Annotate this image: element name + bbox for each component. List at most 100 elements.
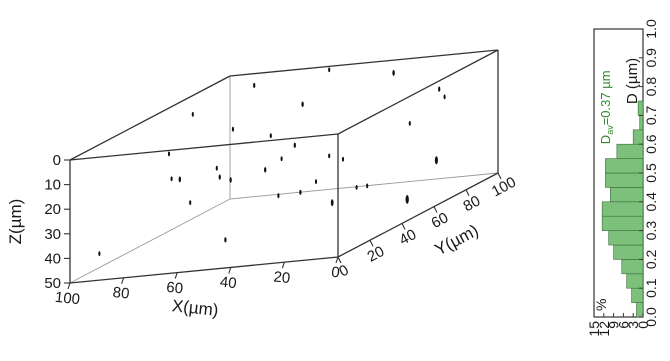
- box-edge-top-back-y: [69, 75, 231, 161]
- y-axis-tick: [401, 223, 406, 230]
- scatter-3d-box: [69, 49, 499, 284]
- histogram-panel: 0.0 0.1 0.2 0.3 0.4 0.5 0.6 0.7 0.8 0.9 1.0 D (µm) 1…: [586, 19, 659, 337]
- x-axis-tick: [67, 282, 71, 290]
- y-axis-tick-label: 80: [461, 192, 484, 215]
- particle-point: [392, 69, 395, 76]
- y-axis-tick-label: 20: [365, 243, 388, 266]
- avg-subscript: av: [605, 125, 615, 135]
- pct-axis-tick-label: 9: [606, 321, 622, 329]
- pct-axis-tick-label: 6: [615, 321, 631, 329]
- histogram-bar: [605, 172, 644, 188]
- z-axis-title: Z(µm): [6, 199, 25, 245]
- particle-point: [366, 183, 369, 189]
- z-axis-tick-label: 40: [44, 250, 61, 267]
- particle-point: [434, 156, 438, 165]
- pct-axis-tick-label: 3: [625, 321, 641, 329]
- particle-point: [301, 101, 304, 108]
- pct-axis-tick-label: 15: [586, 321, 602, 337]
- particle-point: [299, 189, 302, 195]
- d-axis-tick-label: 1.0: [643, 19, 659, 39]
- particle-point: [355, 184, 358, 190]
- scatter-points: [98, 67, 446, 257]
- histogram-bar: [632, 129, 644, 145]
- particle-point: [98, 251, 101, 257]
- particle-point: [269, 133, 272, 139]
- histogram-bar: [601, 215, 644, 231]
- z-axis-tick-label: 50: [44, 275, 61, 292]
- pct-axis-tick-label: 0: [635, 321, 651, 329]
- d-axis-tick-label: 0.5: [643, 163, 659, 183]
- d-axis-tick-label: 0.4: [643, 192, 659, 212]
- y-axis-tick: [433, 206, 438, 213]
- y-axis-tick: [497, 172, 502, 180]
- d-axis-tick-label: 0.1: [643, 278, 659, 298]
- x-axis-tick: [335, 256, 339, 264]
- box-edge-top-front-y: [337, 49, 499, 135]
- box-edge-back-bottom-y: [229, 172, 499, 200]
- particle-point: [280, 156, 283, 162]
- box-edge-front-y-bottom: [337, 172, 499, 258]
- particle-point: [330, 199, 334, 207]
- box-edge-front-x-bottom: [69, 256, 339, 284]
- histogram-bar: [621, 259, 644, 275]
- d-axis-title: D (µm): [624, 58, 641, 104]
- particle-point: [328, 153, 331, 159]
- x-axis-tick-label: 60: [165, 279, 183, 298]
- avg-value: =0.37 µm: [598, 70, 613, 125]
- d-axis-tick-label: 0.6: [643, 134, 659, 154]
- particle-point: [277, 193, 280, 199]
- d-axis-tick-label: 0.0: [643, 307, 659, 327]
- x-axis-tick-label: 100: [54, 289, 81, 309]
- z-axis-tick-label: 0: [53, 152, 61, 169]
- x-axis-tick-label: 80: [112, 284, 130, 303]
- box-edge-back-bottom-x: [69, 198, 231, 284]
- d-axis-tick-label: 0.2: [643, 249, 659, 269]
- particle-point: [170, 176, 173, 182]
- particle-point: [218, 174, 221, 180]
- pct-axis-title: %: [593, 299, 609, 311]
- histogram-bar: [608, 230, 644, 246]
- x-axis-tick: [174, 272, 178, 279]
- histogram-bar: [610, 187, 644, 203]
- particle-point: [191, 111, 194, 117]
- particle-point: [405, 194, 409, 204]
- y-axis-tick: [337, 256, 342, 264]
- histogram-bar: [605, 158, 644, 174]
- particle-point: [167, 151, 171, 157]
- pct-axis-tick-label: 12: [596, 321, 612, 337]
- d-axis-tick-label: 0.3: [643, 221, 659, 241]
- particle-point: [215, 165, 218, 171]
- x-axis-title: X(µm): [171, 296, 219, 320]
- average-diameter-label: Dav=0.37 µm: [598, 70, 615, 144]
- avg-main: D: [598, 135, 613, 144]
- histogram-bar: [631, 287, 644, 303]
- x-axis-tick: [121, 277, 125, 284]
- particle-point: [264, 167, 267, 173]
- particle-point: [293, 142, 296, 148]
- z-axis-tick-label: 10: [44, 177, 61, 194]
- box-edge-top-back-x: [229, 49, 499, 77]
- y-axis-tick: [369, 239, 374, 247]
- particle-point: [443, 94, 446, 100]
- y-axis-tick: [465, 189, 470, 197]
- particle-point: [341, 156, 345, 162]
- y-axis-tick-label: 100: [489, 174, 519, 201]
- particle-point: [178, 176, 182, 183]
- particle-point: [438, 86, 441, 92]
- z-axis-tick-label: 30: [44, 226, 61, 243]
- histogram-bar: [613, 244, 644, 260]
- y-axis-tick-label: 40: [397, 226, 420, 249]
- y-axis-tick-label: 60: [429, 209, 452, 232]
- d-axis-tick-label: 0.8: [643, 77, 659, 97]
- particle-point: [314, 179, 318, 185]
- d-axis-tick-label: 0.9: [643, 48, 659, 68]
- x-axis-tick: [281, 262, 285, 269]
- box-edge-top-front-x: [69, 133, 339, 161]
- histogram-bar: [626, 273, 644, 289]
- x-axis-tick-label: 20: [273, 268, 291, 287]
- particle-point: [231, 126, 235, 132]
- particle-point: [189, 200, 192, 206]
- particle-point: [408, 120, 411, 126]
